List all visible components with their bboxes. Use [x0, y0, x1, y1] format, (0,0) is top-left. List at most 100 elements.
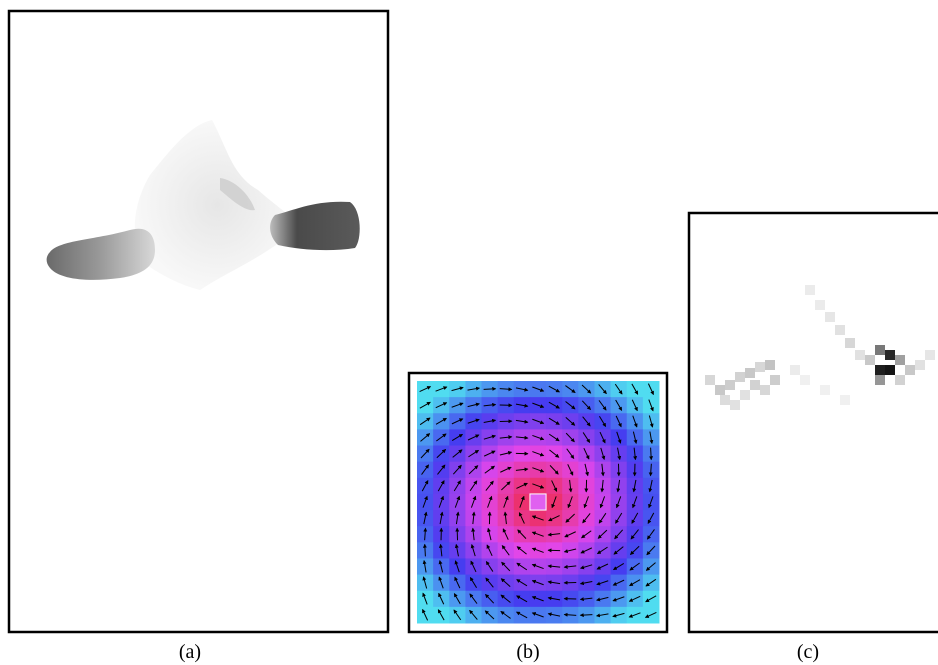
- depth-blob: [134, 120, 300, 290]
- flow-arrow: [580, 564, 593, 570]
- flow-arrow: [647, 512, 655, 525]
- flow-arrow: [582, 416, 591, 427]
- pixel: [840, 395, 850, 405]
- flow-arrow: [436, 449, 447, 459]
- flow-arrow: [419, 417, 431, 426]
- flow-arrow: [600, 479, 605, 493]
- flow-arrow: [452, 449, 463, 458]
- flow-arrow: [551, 480, 558, 492]
- flow-arrow: [439, 511, 444, 525]
- flow-arrow: [503, 511, 508, 525]
- flow-arrow: [467, 386, 481, 391]
- flow-arrow: [581, 400, 591, 411]
- flow-arrow: [567, 464, 574, 476]
- flow-arrow: [549, 465, 559, 475]
- flow-arrow: [615, 399, 623, 411]
- flow-arrow: [469, 593, 478, 604]
- flow-arrow: [452, 464, 462, 475]
- flow-arrow: [422, 608, 429, 621]
- flow-arrow: [422, 592, 428, 605]
- flow-arrow: [547, 596, 561, 601]
- flow-arrow: [516, 562, 528, 571]
- flow-arrow: [483, 450, 496, 457]
- flow-arrow: [547, 564, 561, 569]
- flow-arrow: [451, 402, 464, 408]
- flow-arrow: [484, 610, 495, 620]
- flow-arrow: [629, 579, 641, 587]
- flow-arrow: [503, 495, 509, 508]
- flow-arrow: [485, 480, 494, 491]
- flow-arrow: [567, 496, 573, 509]
- flow-arrow: [515, 403, 529, 408]
- panel-frame: [7, 9, 390, 634]
- flow-arrow: [468, 449, 480, 458]
- flow-arrow: [486, 544, 493, 557]
- pixel: [705, 375, 715, 385]
- flow-arrow: [563, 612, 577, 617]
- flow-arrow: [499, 435, 513, 440]
- flow-arrow: [422, 543, 427, 557]
- flow-arrow: [469, 576, 478, 589]
- flow-arrow: [614, 383, 623, 395]
- flow-arrow: [632, 431, 638, 444]
- pixel: [720, 395, 730, 405]
- flow-arrow: [531, 515, 544, 521]
- depth-blob: [270, 201, 360, 251]
- flow-arrow: [531, 596, 544, 602]
- flow-arrow: [648, 399, 654, 412]
- flow-arrow: [500, 578, 511, 588]
- flow-arrow: [515, 387, 529, 392]
- pixel: [885, 365, 895, 375]
- flow-arrow: [516, 595, 528, 603]
- flow-arrow: [485, 593, 495, 604]
- flow-arrow: [647, 529, 655, 540]
- flow-arrow: [516, 579, 528, 587]
- pixel: [725, 380, 735, 390]
- flow-arrow: [596, 546, 608, 555]
- flow-arrow: [565, 401, 576, 410]
- flow-arrow: [500, 611, 511, 619]
- depth-blob: [220, 178, 255, 211]
- flow-arrow: [599, 431, 606, 444]
- flow-arrow: [531, 612, 544, 618]
- flow-arrow: [599, 496, 606, 509]
- flow-arrow: [631, 399, 638, 412]
- pixel: [800, 375, 810, 385]
- flow-arrow: [645, 578, 657, 587]
- flow-arrow: [532, 402, 545, 408]
- flow-arrow: [420, 433, 431, 442]
- flow-arrow: [468, 465, 479, 475]
- flow-arrow: [518, 512, 525, 524]
- flow-arrow: [596, 563, 609, 570]
- flow-arrow: [629, 545, 640, 555]
- pixel: [905, 365, 915, 375]
- pixel: [875, 345, 885, 355]
- flow-arrow: [600, 447, 606, 460]
- flow-arrow: [532, 434, 545, 441]
- pixel: [820, 385, 830, 395]
- flow-arrow: [565, 416, 576, 426]
- flow-arrow: [532, 386, 545, 392]
- flow-arrow: [484, 465, 495, 474]
- depth-blob: [46, 228, 155, 280]
- caption: (c): [797, 641, 819, 663]
- flow-arrow: [632, 479, 637, 493]
- flow-arrow: [453, 609, 462, 621]
- flow-arrow: [501, 481, 511, 491]
- flow-arrow: [628, 595, 641, 602]
- flow-arrow: [565, 513, 575, 523]
- pixel: [740, 390, 750, 400]
- flow-arrow: [501, 545, 510, 556]
- pixel: [895, 375, 905, 385]
- flow-arrow: [469, 480, 478, 492]
- flow-arrow: [551, 496, 557, 509]
- flow-arrow: [630, 529, 639, 540]
- flow-arrow: [532, 418, 545, 425]
- flow-arrow: [487, 495, 493, 508]
- flow-arrow: [454, 543, 459, 557]
- flow-arrow: [548, 385, 561, 393]
- flow-arrow: [596, 596, 609, 602]
- flow-arrow: [612, 612, 625, 618]
- flow-arrow: [485, 560, 494, 572]
